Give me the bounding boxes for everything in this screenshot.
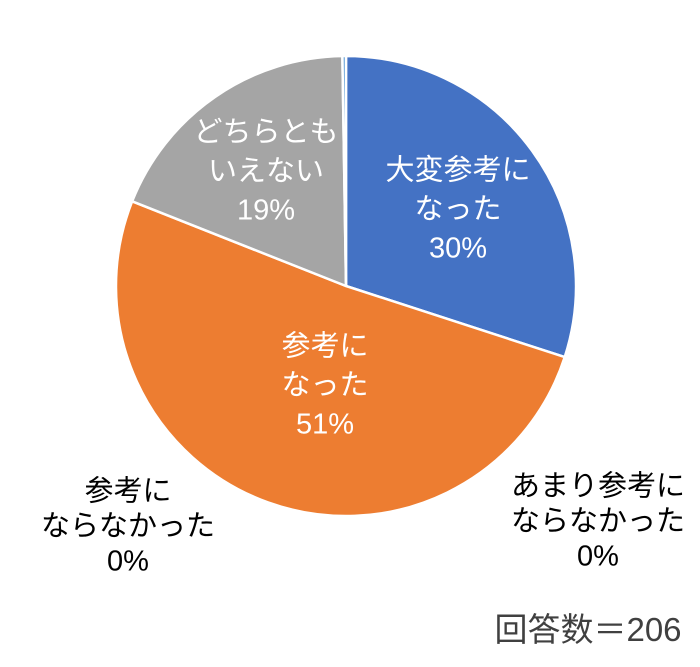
pie-slice-4 bbox=[341, 54, 348, 288]
slice-label-line: いえない bbox=[207, 155, 325, 188]
slice-label-line: なった bbox=[281, 369, 369, 402]
slice-label-line: あまり参考に bbox=[510, 470, 686, 503]
slice-label-line: 参考に bbox=[281, 330, 369, 363]
slice-label-neutral: どちらとも いえない 19% bbox=[193, 114, 338, 231]
slice-label-line: ならなかった bbox=[510, 505, 686, 538]
slice-label-line: なった bbox=[414, 193, 502, 226]
respondent-count-label: 回答数＝206 bbox=[494, 611, 682, 648]
slice-label-line: 大変参考に bbox=[385, 154, 531, 187]
slice-label-percent: 0% bbox=[577, 540, 619, 573]
slice-label-line: ならなかった bbox=[40, 510, 216, 543]
pie-slice-1 bbox=[114, 200, 566, 518]
pie-slice-2 bbox=[130, 54, 348, 288]
slice-label-not-very-helpful: あまり参考に ならなかった 0% bbox=[511, 470, 685, 575]
slice-label-line: 参考に bbox=[84, 475, 172, 508]
slice-label-line: どちらとも bbox=[193, 116, 339, 149]
slice-label-percent: 19% bbox=[236, 194, 296, 227]
slice-label-percent: 30% bbox=[428, 232, 488, 265]
slice-label-very-helpful: 大変参考に なった 30% bbox=[385, 152, 530, 269]
slice-label-not-helpful: 参考に ならなかった 0% bbox=[41, 475, 215, 580]
slice-label-percent: 0% bbox=[107, 545, 149, 578]
slice-label-percent: 51% bbox=[295, 408, 355, 441]
slice-label-helpful: 参考に なった 51% bbox=[281, 328, 368, 445]
pie-slice-0 bbox=[344, 54, 578, 359]
